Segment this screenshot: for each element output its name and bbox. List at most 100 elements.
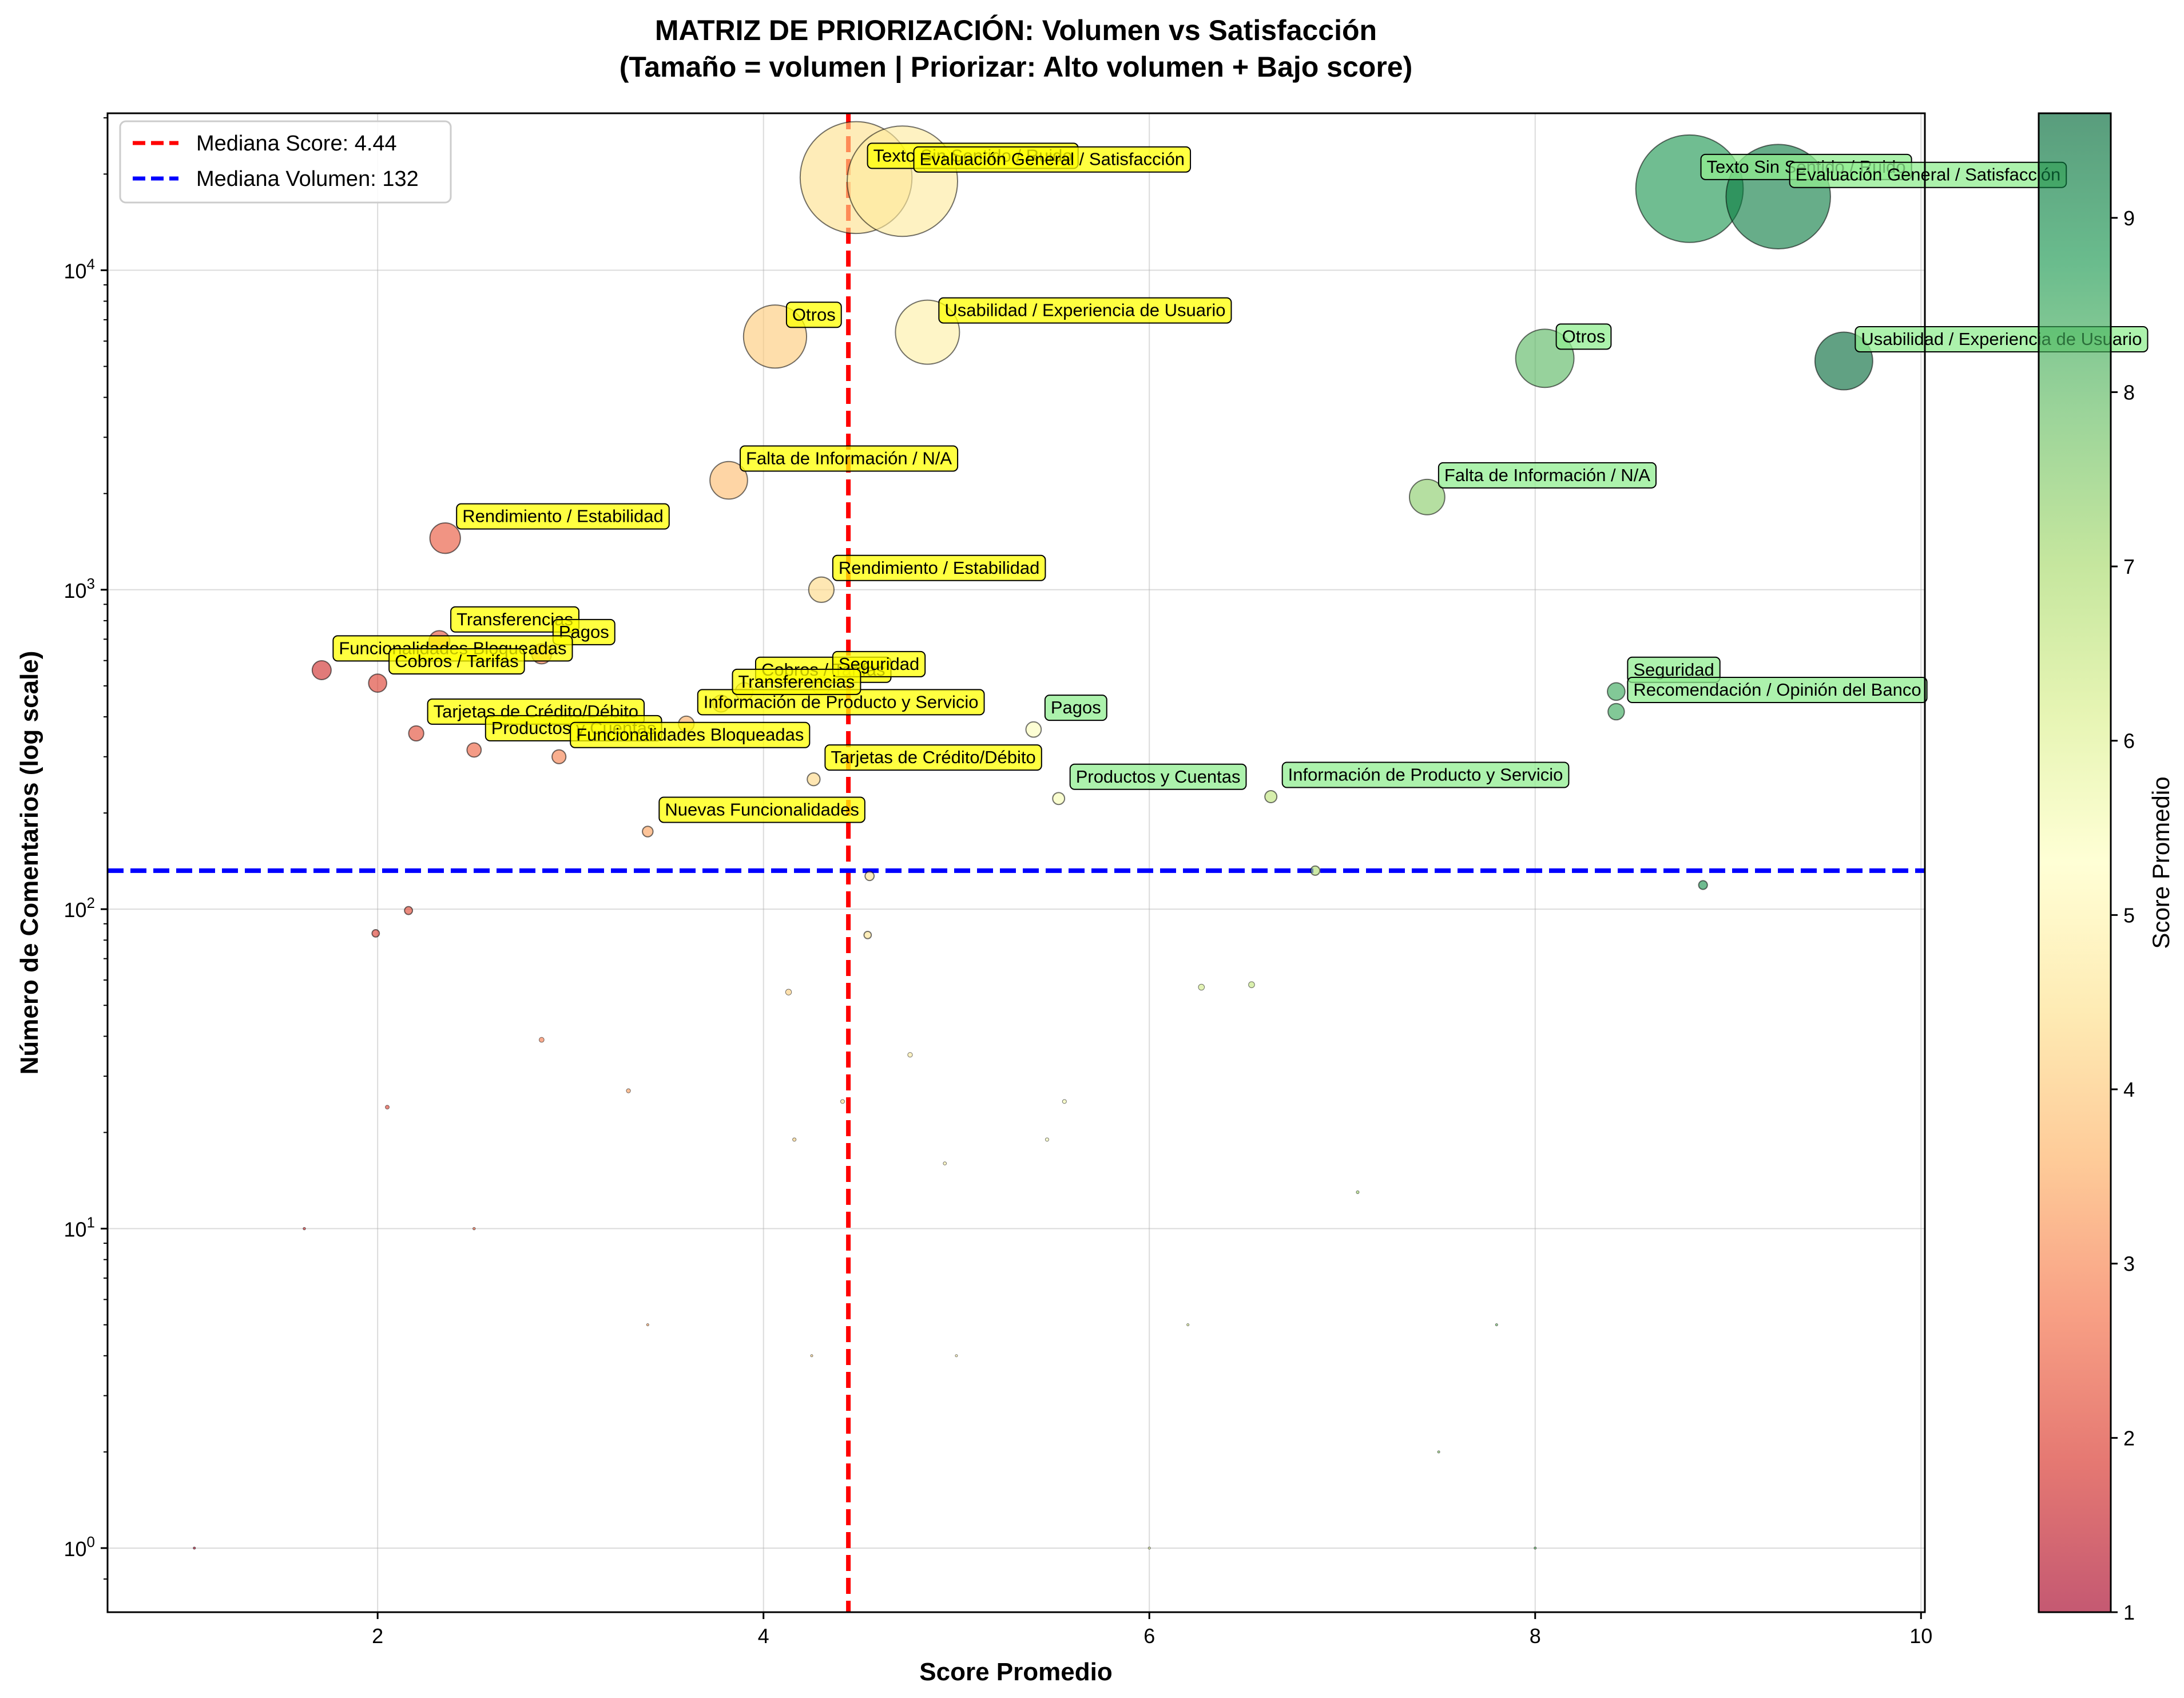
point-label-box [739, 445, 959, 472]
legend-box [119, 120, 452, 204]
point-label-box [1627, 677, 1928, 704]
point-label-text: Cobros / Tarifas [395, 651, 519, 671]
point-label-box [388, 648, 525, 675]
scatter-point [1356, 1190, 1360, 1194]
point-label: Rendimiento / Estabilidad [456, 503, 670, 530]
scatter-points [193, 121, 1873, 1550]
grid [108, 113, 1925, 1612]
colorbar-gradient [2038, 112, 2112, 1613]
point-label: Tarjetas de Crédito/Débito [824, 744, 1042, 771]
chart-title: MATRIZ DE PRIORIZACIÓN: Volumen vs Satis… [655, 14, 1377, 46]
point-label: Evaluación General / Satisfacción [913, 146, 1192, 173]
scatter-point [1186, 1323, 1190, 1327]
point-label: Rendimiento / Estabilidad [832, 554, 1046, 581]
point-label-box [1069, 763, 1247, 790]
x-tick-label: 6 [1143, 1624, 1155, 1648]
y-tick-base: 10 [63, 579, 86, 602]
y-tick-base: 10 [63, 1218, 86, 1241]
x-tick-label: 10 [1909, 1624, 1932, 1648]
point-label-text: Otros [1562, 326, 1606, 346]
colorbar-label: Score Promedio [2147, 776, 2174, 949]
scatter-point [1025, 721, 1042, 738]
scatter-point [1437, 1450, 1440, 1454]
y-tick-exponent: 3 [87, 575, 95, 592]
point-label-box [938, 297, 1232, 324]
point-label-text: Pagos [1051, 697, 1101, 717]
point-label: Nuevas Funcionalidades [658, 796, 865, 823]
legend-label-median-volume: Mediana Volumen: 132 [196, 167, 419, 191]
legend-label-median-score: Mediana Score: 4.44 [196, 132, 397, 156]
scatter-point [943, 1161, 947, 1165]
plot-frame [106, 112, 1926, 1613]
colorbar-tick-label: 3 [2123, 1252, 2135, 1276]
scatter-point [709, 461, 748, 500]
x-tick-label: 4 [758, 1624, 769, 1648]
point-label-text: Evaluación General / Satisfacción [1796, 165, 2061, 185]
y-tick-exponent: 2 [87, 894, 95, 911]
y-tick-label: 100 [63, 1533, 95, 1561]
point-label: Cobros / Tarifas [388, 648, 525, 675]
point-label: Productos y Cuentas [1069, 763, 1247, 790]
point-label: Falta de Información / N/A [1438, 462, 1657, 489]
x-tick-label: 2 [372, 1624, 383, 1648]
y-tick-label: 102 [63, 894, 95, 922]
y-tick-base: 10 [63, 1537, 86, 1561]
chart-subtitle: (Tamaño = volumen | Priorizar: Alto volu… [620, 51, 1413, 84]
y-tick-label: 103 [63, 575, 95, 602]
scatter-point [404, 906, 414, 915]
colorbar-tick-label: 6 [2123, 729, 2135, 753]
scatter-point [1698, 880, 1708, 890]
scatter-point [955, 1354, 958, 1358]
point-label-text: Información de Producto y Servicio [1288, 765, 1563, 785]
scatter-point [193, 1546, 196, 1550]
scatter-point [466, 742, 482, 758]
point-label: Información de Producto y Servicio [697, 689, 985, 716]
colorbar-tick-label: 5 [2123, 903, 2135, 927]
point-label-text: Usabilidad / Experiencia de Usuario [944, 300, 1225, 320]
point-label: Funcionalidades Bloqueadas [570, 721, 811, 748]
y-tick-base: 10 [63, 259, 86, 283]
x-axis-ticks: 2 4 6 8 10 [372, 1612, 1932, 1648]
y-tick-label: 101 [63, 1214, 95, 1241]
legend: Mediana Score: 4.44 Mediana Volumen: 132 [119, 120, 452, 204]
scatter-point [1607, 682, 1626, 701]
colorbar-tick-label: 7 [2123, 555, 2135, 578]
colorbar: 1 2 3 4 5 6 7 8 9 Score Promedio [2038, 112, 2174, 1624]
point-label: Seguridad [1627, 656, 1721, 683]
point-label-text: Otros [792, 304, 836, 324]
scatter-point [1052, 792, 1066, 806]
y-tick-base: 10 [63, 898, 86, 922]
scatter-point [1045, 1137, 1050, 1142]
scatter-point [303, 1227, 306, 1231]
scatter-point [847, 125, 959, 237]
point-label-box [1281, 761, 1570, 788]
scatter-point [429, 522, 461, 554]
colorbar-tick-label: 1 [2123, 1601, 2135, 1624]
point-label-text: Falta de Información / N/A [746, 449, 952, 469]
point-label: Pagos [1044, 695, 1107, 721]
point-label: Otros [785, 301, 842, 328]
point-label-text: Transferencias [738, 672, 855, 692]
scatter-point [907, 1052, 913, 1058]
point-label: Evaluación General / Satisfacción [1789, 161, 2067, 188]
scatter-point [785, 989, 792, 995]
point-label: Falta de Información / N/A [739, 445, 959, 472]
scatter-point [1310, 865, 1321, 876]
scatter-point [1062, 1099, 1067, 1104]
point-label-box [570, 721, 811, 748]
point-label: Otros [1555, 323, 1612, 350]
point-label-text: Recomendación / Opinión del Banco [1633, 680, 1921, 700]
scatter-point [368, 673, 387, 693]
point-label-text: Evaluación General / Satisfacción [920, 149, 1185, 169]
point-label-box [658, 796, 865, 823]
point-label-text: Funcionalidades Bloqueadas [576, 725, 804, 745]
point-label-text: Rendimiento / Estabilidad [839, 558, 1040, 578]
point-label-text: Rendimiento / Estabilidad [462, 506, 664, 526]
reference-lines [108, 113, 1925, 1612]
scatter-point [1408, 478, 1446, 515]
scatter-point [371, 929, 380, 938]
scatter-point [311, 660, 332, 680]
point-label-box [832, 554, 1046, 581]
